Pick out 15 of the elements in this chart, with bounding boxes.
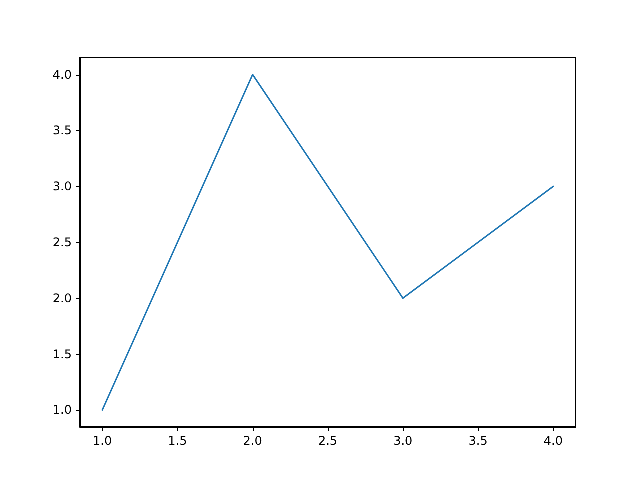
y-tick-label: 3.0 [52, 180, 72, 194]
y-tick-label: 2.5 [52, 236, 72, 250]
y-tick-label: 4.0 [52, 68, 72, 82]
line-series [102, 74, 554, 411]
x-tick-label: 4.0 [544, 434, 563, 448]
y-tick-label: 2.0 [52, 291, 72, 306]
x-tick-label: 3.5 [468, 434, 488, 448]
x-tick-label: 3.0 [394, 434, 413, 448]
y-tick-label: 3.5 [52, 124, 72, 138]
x-tick-label: 2.0 [243, 434, 262, 448]
x-tick-label: 2.5 [318, 434, 338, 448]
y-tick-label: 1.0 [52, 403, 72, 418]
x-tick-label: 1.5 [168, 434, 188, 448]
y-tick-label: 1.5 [52, 347, 72, 362]
x-tick-label: 1.0 [93, 434, 112, 448]
